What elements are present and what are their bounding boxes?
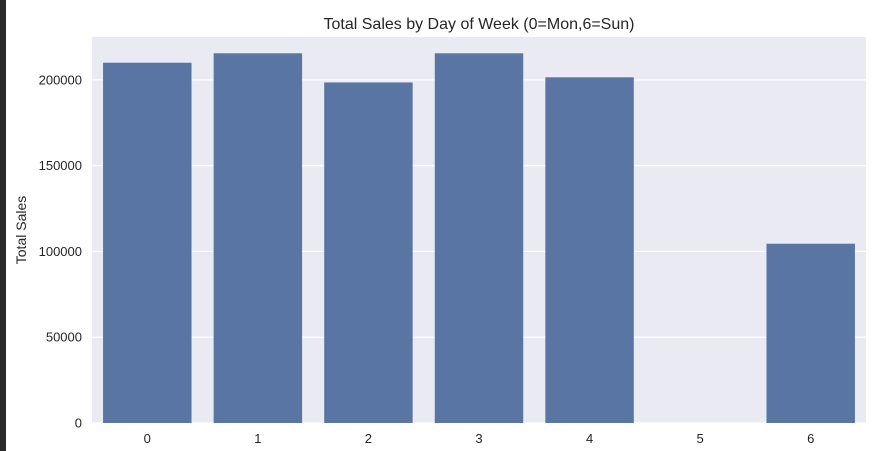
bar-6 <box>766 243 855 423</box>
x-tick-label: 0 <box>144 431 151 446</box>
bar-4 <box>545 77 634 423</box>
x-tick-label: 3 <box>475 431 482 446</box>
y-tick-label: 100000 <box>39 244 82 259</box>
y-tick-label: 200000 <box>39 72 82 87</box>
y-axis-label: Total Sales <box>13 196 29 264</box>
x-tick-label: 5 <box>697 431 704 446</box>
x-tick-label: 2 <box>365 431 372 446</box>
y-tick-label: 50000 <box>46 330 82 345</box>
chart-title: Total Sales by Day of Week (0=Mon,6=Sun) <box>324 16 635 33</box>
bar-0 <box>103 62 192 423</box>
x-tick-label: 6 <box>807 431 814 446</box>
x-tick-label: 1 <box>254 431 261 446</box>
y-tick-label: 0 <box>75 416 82 431</box>
x-axis-ticks: 0 1 2 3 4 5 6 <box>144 431 815 446</box>
y-tick-label: 150000 <box>39 158 82 173</box>
y-axis-ticks: 0 50000 100000 150000 200000 <box>39 72 82 430</box>
bar-2 <box>324 82 413 423</box>
window-edge <box>0 0 6 451</box>
bar-3 <box>434 53 524 423</box>
bar-1 <box>213 53 303 423</box>
x-tick-label: 4 <box>586 431 593 446</box>
bars <box>103 53 855 423</box>
